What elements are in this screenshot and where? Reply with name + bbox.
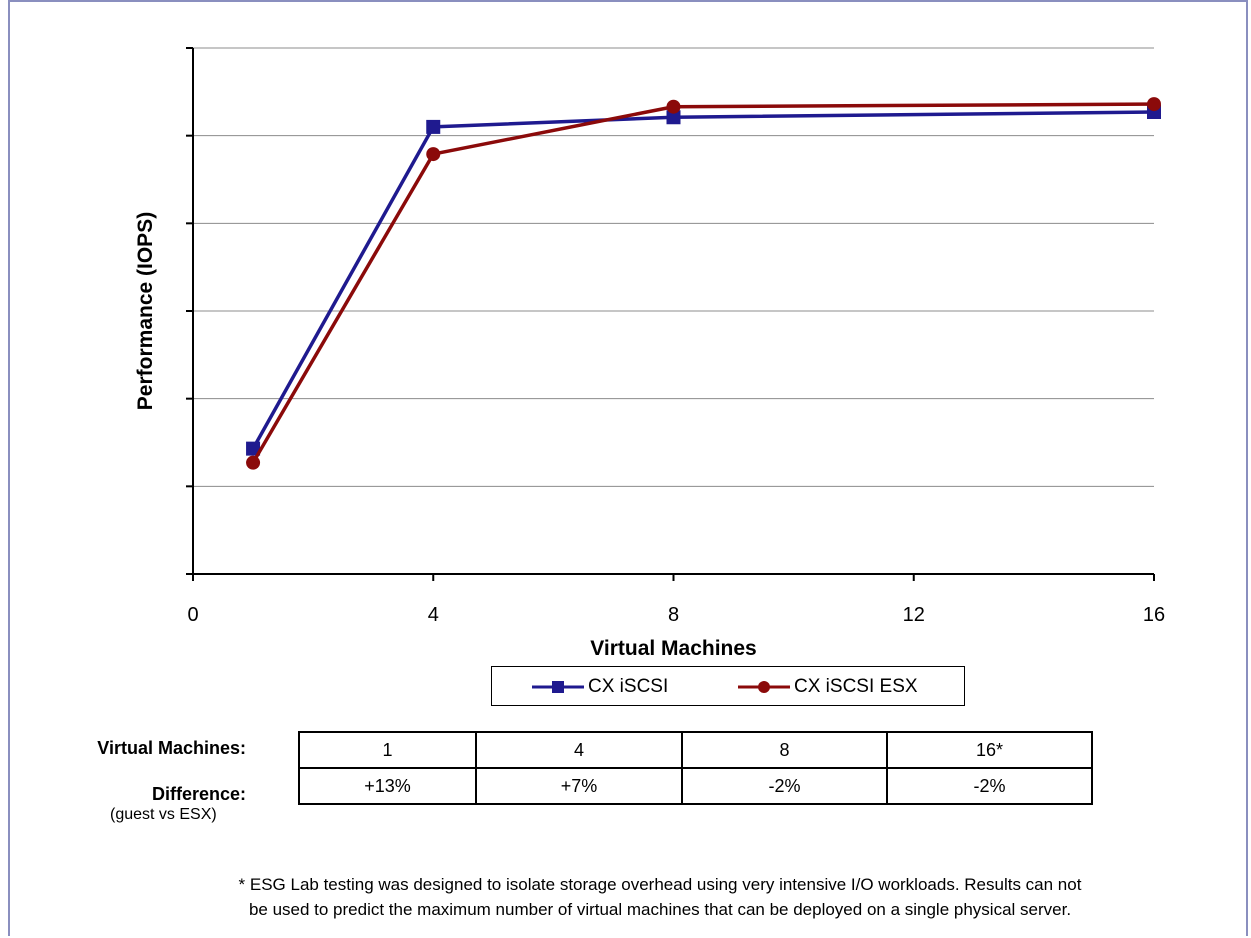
table-row-vms: 1 4 8 16* <box>298 731 1093 769</box>
x-tick-label: 4 <box>428 604 439 626</box>
x-axis-title: Virtual Machines <box>590 637 757 660</box>
series-line-0 <box>251 110 1155 450</box>
x-tick-label: 12 <box>903 604 925 626</box>
chart-legend: CX iSCSI CX iSCSI ESX <box>491 666 965 706</box>
legend-swatch-cx-iscsi <box>532 681 584 693</box>
series-line-1 <box>251 102 1155 464</box>
table-cell-diff: -2% <box>681 767 888 805</box>
data-point-square <box>666 110 681 125</box>
x-tick-label: 16 <box>1143 604 1165 626</box>
data-point-circle <box>1147 97 1161 112</box>
data-point-circle <box>246 455 261 470</box>
data-point-square <box>426 119 441 134</box>
y-axis-title: Performance (IOPS) <box>134 212 157 410</box>
legend-item-cx-iscsi: CX iSCSI <box>530 675 668 699</box>
table-cell-vm: 16* <box>886 731 1093 769</box>
footnote: * ESG Lab testing was designed to isolat… <box>120 872 1200 922</box>
footnote-line-1: * ESG Lab testing was designed to isolat… <box>238 875 1082 894</box>
table-cell-vm: 1 <box>298 731 477 769</box>
x-tick-label: 8 <box>668 604 679 626</box>
legend-label-cx-iscsi-esx: CX iSCSI ESX <box>794 676 918 697</box>
data-point-square <box>246 441 261 456</box>
table-cell-diff: +7% <box>475 767 683 805</box>
legend-item-cx-iscsi-esx: CX iSCSI ESX <box>736 675 918 699</box>
chart-frame <box>8 0 1248 936</box>
table-cell-vm: 8 <box>681 731 888 769</box>
data-point-circle <box>426 147 441 162</box>
data-point-circle <box>666 99 681 114</box>
table-cell-vm: 4 <box>475 731 683 769</box>
difference-table: 1 4 8 16* +13% +7% -2% -2% <box>298 731 1093 805</box>
row-label-virtual-machines: Virtual Machines: <box>97 738 246 758</box>
row-sublabel-guest-vs-esx: (guest vs ESX) <box>110 806 217 823</box>
line-chart: 0 4 8 12 16 Virtual Machines Performance (IOPS… <box>134 47 1165 660</box>
table-cell-diff: +13% <box>298 767 477 805</box>
footnote-line-2: be used to predict the maximum number of… <box>248 900 1072 919</box>
legend-label-cx-iscsi: CX iSCSI <box>588 676 669 697</box>
table-cell-diff: -2% <box>886 767 1093 805</box>
legend-swatch-cx-iscsi-esx <box>738 681 790 693</box>
row-label-difference: Difference: <box>151 784 246 804</box>
x-tick-label: 0 <box>187 604 198 626</box>
table-row-diffs: +13% +7% -2% -2% <box>298 767 1093 805</box>
